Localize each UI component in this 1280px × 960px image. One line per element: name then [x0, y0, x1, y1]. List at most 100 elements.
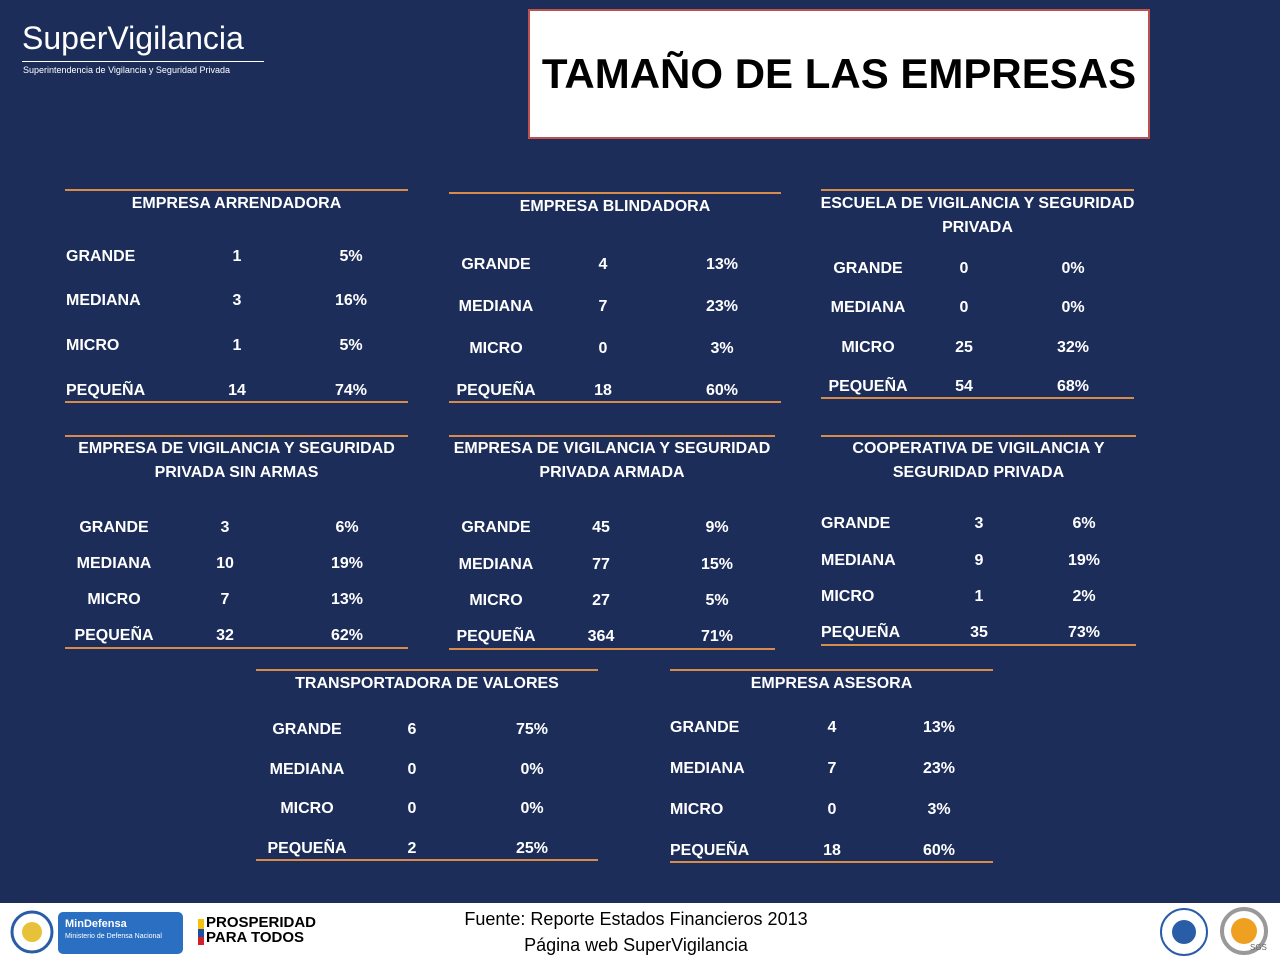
row-label: GRANDE	[461, 519, 531, 536]
table-top-rule	[449, 192, 781, 194]
table-top-rule	[65, 189, 408, 191]
footer-logos	[10, 910, 204, 954]
row-percent: 0%	[520, 800, 544, 817]
table-bottom-rule	[821, 644, 1136, 646]
table-title: EMPRESA ARRENDADORA	[131, 195, 342, 212]
row-percent: 16%	[334, 292, 368, 309]
table-title: EMPRESA DE VIGILANCIA Y SEGURIDAD PRIVAD…	[453, 440, 771, 481]
row-percent: 60%	[922, 842, 956, 859]
row-count: 2	[407, 840, 417, 857]
row-count: 3	[974, 515, 984, 532]
row-label: GRANDE	[833, 260, 903, 277]
table-bottom-rule	[65, 647, 408, 649]
table-title: ESCUELA DE VIGILANCIA Y SEGURIDAD PRIVAD…	[820, 195, 1135, 236]
row-label: MEDIANA	[66, 292, 141, 309]
source-line-1: Fuente: Reporte Estados Financieros 2013	[464, 909, 808, 929]
logo-rule	[22, 61, 264, 62]
row-percent: 19%	[330, 555, 364, 572]
row-percent: 19%	[1067, 552, 1101, 569]
table-bottom-rule	[65, 401, 408, 403]
row-label: GRANDE	[79, 519, 149, 536]
row-count: 0	[598, 340, 608, 357]
row-count: 77	[592, 556, 610, 573]
prosperidad-2: PARA TODOS	[206, 929, 305, 946]
table-title: EMPRESA ASESORA	[750, 675, 913, 692]
row-label: MICRO	[280, 800, 334, 817]
table-title: EMPRESA DE VIGILANCIA Y SEGURIDAD PRIVAD…	[78, 440, 395, 481]
row-label: PEQUEÑA	[821, 624, 901, 641]
row-count: 18	[823, 842, 841, 859]
row-count: 7	[220, 591, 230, 608]
row-count: 3	[220, 519, 230, 536]
row-percent: 62%	[330, 627, 364, 644]
row-percent: 23%	[922, 760, 956, 777]
mindefensa: MinDefensa	[65, 918, 127, 930]
row-percent: 32%	[1056, 339, 1090, 356]
row-label: MEDIANA	[670, 760, 745, 777]
row-percent: 71%	[700, 628, 734, 645]
row-count: 364	[587, 628, 615, 645]
mindefensa-sub: Ministerio de Defensa Nacional	[65, 933, 162, 940]
row-label: MICRO	[66, 337, 120, 354]
row-count: 6	[407, 721, 417, 738]
row-count: 1	[974, 588, 984, 605]
row-label: MEDIANA	[830, 299, 906, 316]
row-percent: 73%	[1067, 624, 1101, 641]
row-count: 9	[974, 552, 984, 569]
row-count: 54	[955, 378, 973, 395]
row-label: GRANDE	[272, 721, 342, 738]
footer: MinDefensa Ministerio de Defensa Naciona…	[0, 903, 1280, 960]
flag-b	[198, 929, 204, 937]
row-count: 35	[970, 624, 988, 641]
table-title: EMPRESA BLINDADORA	[519, 198, 711, 215]
sgs: SGS	[1250, 943, 1267, 952]
row-percent: 3%	[927, 801, 951, 818]
row-count: 3	[232, 292, 242, 309]
flag-r	[198, 937, 204, 945]
row-count: 0	[959, 260, 969, 277]
row-label: PEQUEÑA	[828, 378, 908, 395]
row-percent: 23%	[705, 298, 739, 315]
table-top-rule	[670, 669, 993, 671]
row-label: GRANDE	[821, 515, 891, 532]
row-count: 0	[407, 761, 417, 778]
slide-title: TAMAÑO DE LAS EMPRESAS	[528, 9, 1150, 139]
row-count: 7	[827, 760, 837, 777]
table-top-rule	[449, 435, 775, 437]
row-label: MEDIANA	[269, 761, 345, 778]
row-count: 0	[959, 299, 969, 316]
source-line-2: Página web SuperVigilancia	[524, 935, 748, 955]
table-bottom-rule	[670, 861, 993, 863]
row-percent: 0%	[520, 761, 544, 778]
table-top-rule	[65, 435, 408, 437]
row-percent: 3%	[710, 340, 734, 357]
table-top-rule	[821, 435, 1136, 437]
row-percent: 13%	[922, 719, 956, 736]
row-count: 1	[232, 337, 242, 354]
prosperidad-1: PROSPERIDAD	[206, 914, 317, 931]
row-label: MICRO	[670, 801, 724, 818]
row-percent: 13%	[705, 256, 739, 273]
row-label: MICRO	[87, 591, 141, 608]
row-count: 25	[955, 339, 973, 356]
row-label: MEDIANA	[458, 556, 534, 573]
row-count: 0	[407, 800, 417, 817]
row-count: 45	[592, 519, 610, 536]
row-percent: 2%	[1072, 588, 1096, 605]
row-count: 14	[228, 382, 246, 399]
mindefensa-box	[58, 912, 183, 954]
row-percent: 74%	[334, 382, 368, 399]
row-label: PEQUEÑA	[456, 628, 536, 645]
row-label: MICRO	[469, 592, 523, 609]
row-percent: 5%	[705, 592, 729, 609]
logo-subtitle: Superintendencia de Vigilancia y Segurid…	[23, 65, 230, 75]
row-label: PEQUEÑA	[267, 840, 347, 857]
row-label: PEQUEÑA	[456, 382, 536, 399]
row-percent: 9%	[705, 519, 729, 536]
row-count: 4	[827, 719, 837, 736]
row-count: 4	[598, 256, 608, 273]
row-label: GRANDE	[66, 248, 136, 265]
row-count: 0	[827, 801, 837, 818]
table-top-rule	[821, 189, 1134, 191]
